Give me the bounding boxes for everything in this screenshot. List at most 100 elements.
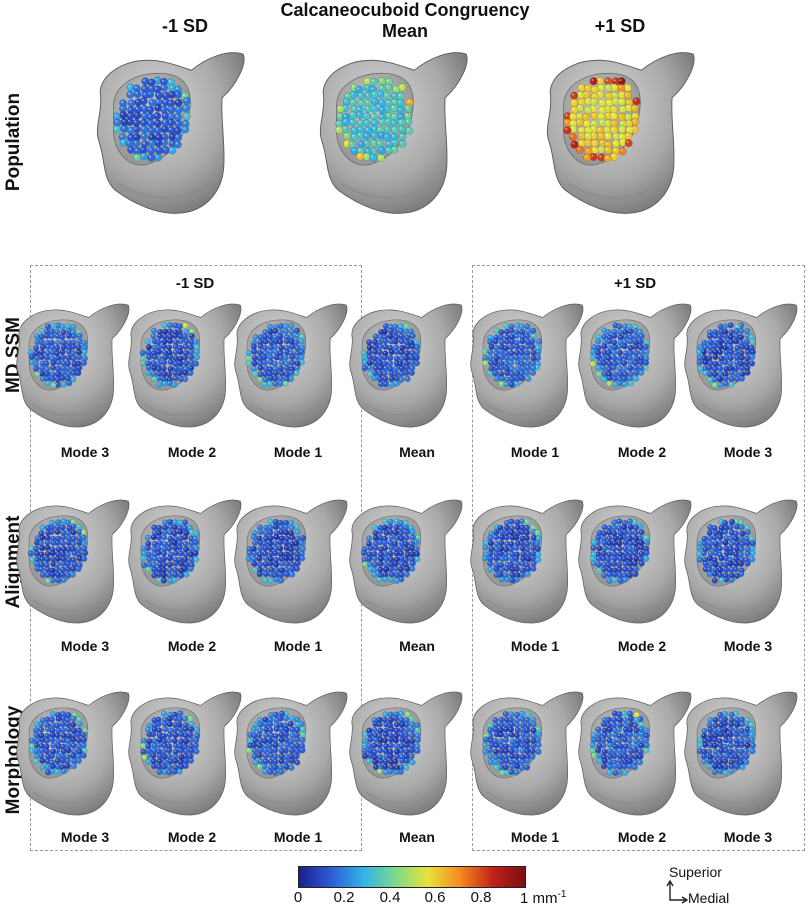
congruency-point [188, 757, 195, 764]
congruency-point [523, 518, 530, 525]
congruency-point [284, 742, 291, 749]
congruency-point [54, 732, 61, 739]
congruency-point [166, 561, 173, 568]
congruency-point [504, 524, 511, 531]
congruency-point [45, 529, 52, 536]
congruency-point [393, 727, 400, 734]
congruency-point [722, 561, 729, 568]
congruency-point [267, 545, 274, 552]
congruency-point [718, 577, 725, 584]
congruency-point [633, 375, 640, 382]
congruency-point [43, 748, 50, 755]
congruency-point [173, 126, 182, 135]
congruency-point [627, 566, 634, 573]
congruency-point [59, 354, 67, 361]
congruency-point [50, 364, 57, 371]
congruency-point [643, 539, 651, 546]
congruency-point [403, 534, 410, 541]
congruency-point [349, 98, 358, 107]
colorbar-max-label: 1 mm-1 [520, 889, 566, 907]
congruency-point [712, 763, 719, 770]
congruency-point [49, 550, 56, 557]
congruency-point [182, 551, 189, 558]
congruency-point [70, 540, 77, 548]
congruency-point [60, 576, 67, 583]
orientation-superior-label: Superior [669, 864, 722, 880]
congruency-point [598, 106, 607, 114]
congruency-point [414, 360, 421, 367]
congruency-point [482, 748, 489, 755]
congruency-point [188, 333, 195, 340]
bone-r1-mode3-plus [684, 499, 798, 624]
congruency-point [616, 540, 623, 547]
congruency-point [127, 99, 136, 108]
bone-r0-mode3-plus [684, 303, 798, 428]
congruency-point [299, 736, 306, 743]
congruency-point [172, 732, 179, 739]
congruency-point [744, 550, 751, 557]
congruency-point [601, 748, 608, 755]
congruency-point [563, 126, 572, 135]
congruency-point [601, 763, 608, 770]
congruency-point [513, 343, 520, 350]
congruency-point [509, 742, 516, 749]
congruency-point [612, 344, 619, 351]
congruency-point [156, 333, 163, 340]
congruency-point [194, 348, 201, 355]
congruency-point [378, 555, 385, 562]
congruency-point [728, 381, 735, 388]
congruency-point [393, 769, 400, 776]
congruency-point [732, 748, 739, 755]
congruency-point [409, 350, 416, 357]
congruency-point [126, 90, 135, 99]
congruency-point [167, 535, 174, 542]
congruency-point [188, 551, 195, 558]
congruency-point [171, 530, 178, 537]
congruency-point [388, 571, 395, 578]
congruency-point [610, 152, 619, 161]
congruency-point [601, 524, 608, 531]
congruency-point [612, 763, 619, 770]
congruency-point [60, 748, 67, 755]
congruency-point [513, 711, 520, 718]
caption-r2-mode3-plus: Mode 3 [723, 829, 773, 845]
congruency-point [583, 106, 592, 114]
congruency-point [150, 333, 157, 340]
congruency-point [499, 375, 506, 382]
congruency-point [606, 380, 613, 387]
congruency-point [638, 349, 645, 356]
congruency-point [748, 726, 755, 733]
congruency-point [188, 540, 195, 547]
congruency-point [376, 349, 383, 356]
congruency-point [606, 360, 613, 367]
congruency-point [266, 380, 273, 387]
congruency-point [193, 556, 200, 563]
congruency-point [631, 764, 638, 771]
congruency-point [404, 529, 411, 536]
congruency-point [606, 529, 613, 536]
congruency-point [739, 764, 746, 771]
congruency-point [362, 119, 371, 128]
congruency-point [414, 727, 421, 734]
congruency-point [262, 376, 269, 383]
congruency-point [622, 769, 629, 776]
congruency-point [251, 560, 258, 567]
congruency-point [50, 382, 57, 389]
congruency-point [524, 738, 531, 745]
congruency-point [638, 529, 645, 536]
congruency-point [48, 716, 55, 723]
congruency-point [261, 577, 268, 584]
congruency-point [178, 560, 185, 567]
congruency-point [45, 323, 52, 330]
congruency-point [76, 333, 83, 340]
congruency-point [167, 365, 174, 372]
congruency-point [617, 113, 626, 121]
congruency-point [161, 359, 168, 366]
congruency-point [397, 566, 404, 573]
caption-r0-mean: Mean [399, 444, 435, 460]
congruency-point [251, 732, 258, 739]
congruency-point [44, 380, 51, 387]
congruency-point [156, 355, 163, 362]
congruency-point [744, 349, 751, 356]
congruency-point [633, 716, 640, 723]
